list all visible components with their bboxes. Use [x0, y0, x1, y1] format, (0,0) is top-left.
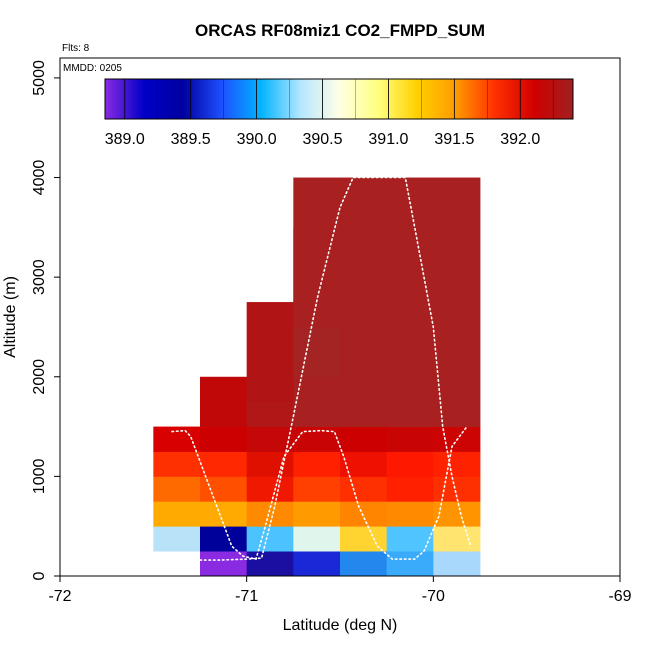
flight-track-line	[171, 425, 468, 561]
heatmap-cell	[340, 451, 388, 477]
colorbar: 389.0 389.5 390.0 390.5 391.0 391.5 392.0	[104, 78, 574, 148]
colorbar-gradient	[104, 78, 574, 120]
heatmap-cell	[340, 501, 388, 527]
x-axis: -72 -71 -70 -69	[48, 576, 632, 605]
colorbar-tick-label: 391.5	[434, 131, 474, 148]
y-tick-label: 2000	[31, 359, 48, 395]
heatmap-cell	[246, 302, 294, 403]
heatmap-cell	[433, 476, 481, 502]
heatmap-cell	[293, 426, 341, 452]
heatmap-cell	[200, 426, 248, 452]
flight-tracks	[171, 176, 472, 561]
colorbar-tick-label: 392.0	[500, 131, 540, 148]
heatmap-cell	[386, 476, 434, 502]
y-tick-label: 0	[31, 571, 48, 580]
heatmap-cell	[293, 326, 341, 378]
heatmap-cell	[293, 501, 341, 527]
heatmap-cell	[433, 526, 481, 552]
heatmap-cell	[433, 451, 481, 477]
heatmap-cell	[246, 526, 294, 552]
colorbar-tick-label: 390.0	[237, 131, 277, 148]
x-axis-label: Latitude (deg N)	[283, 617, 398, 634]
heatmap-cell	[246, 551, 294, 577]
chart-title: ORCAS RF08miz1 CO2_FMPD_SUM	[195, 21, 485, 40]
heatmap-cell	[386, 526, 434, 552]
heatmap-cell	[386, 451, 434, 477]
colorbar-tick-label: 391.0	[368, 131, 408, 148]
x-tick-label: -70	[422, 588, 445, 605]
heatmap-cell	[293, 526, 341, 552]
heatmap-cell	[153, 451, 201, 477]
x-tick-label: -72	[48, 588, 71, 605]
y-tick-label: 3000	[31, 259, 48, 295]
heatmap-cell	[153, 426, 201, 452]
heatmap-cell	[293, 227, 341, 328]
heatmap-cell	[340, 551, 388, 577]
heatmap-cell	[246, 476, 294, 502]
heatmap-cell	[153, 476, 201, 502]
x-tick-label: -71	[235, 588, 258, 605]
heatmap-cell	[153, 501, 201, 527]
flights-annotation: Flts: 8	[62, 43, 90, 54]
y-tick-label: 1000	[31, 458, 48, 494]
heatmap-cell	[386, 501, 434, 527]
heatmap-cell	[246, 401, 294, 427]
y-axis-label: Altitude (m)	[2, 276, 19, 358]
heatmap-cell	[200, 551, 248, 577]
heatmap-cells	[153, 177, 481, 577]
heatmap-cell	[293, 451, 341, 477]
colorbar-tick-label: 389.0	[105, 131, 145, 148]
flight-track-line	[199, 176, 472, 561]
heatmap-cell	[200, 376, 248, 427]
x-tick-label: -69	[608, 588, 631, 605]
plot-frame	[59, 57, 621, 577]
heatmap-cell	[340, 526, 388, 552]
y-axis: 0 1000 2000 3000 4000 5000	[31, 60, 60, 580]
heatmap-cell	[340, 426, 388, 452]
heatmap-cell	[386, 426, 434, 452]
date-annotation: MMDD: 0205	[63, 63, 122, 74]
heatmap-cell	[200, 526, 248, 552]
colorbar-tick-label: 390.5	[302, 131, 342, 148]
heatmap-cell	[340, 476, 388, 502]
y-tick-label: 5000	[31, 60, 48, 96]
y-tick-label: 4000	[31, 160, 48, 196]
heatmap-cell	[246, 501, 294, 527]
heatmap-cell	[386, 551, 434, 577]
heatmap-cell	[433, 551, 481, 577]
heatmap-cell	[246, 426, 294, 452]
heatmap-cell	[293, 551, 341, 577]
colorbar-tick-label: 389.5	[171, 131, 211, 148]
heatmap-cell	[200, 451, 248, 477]
heatmap-cell	[153, 526, 201, 552]
heatmap-cell	[246, 451, 294, 477]
heatmap-cell	[293, 476, 341, 502]
